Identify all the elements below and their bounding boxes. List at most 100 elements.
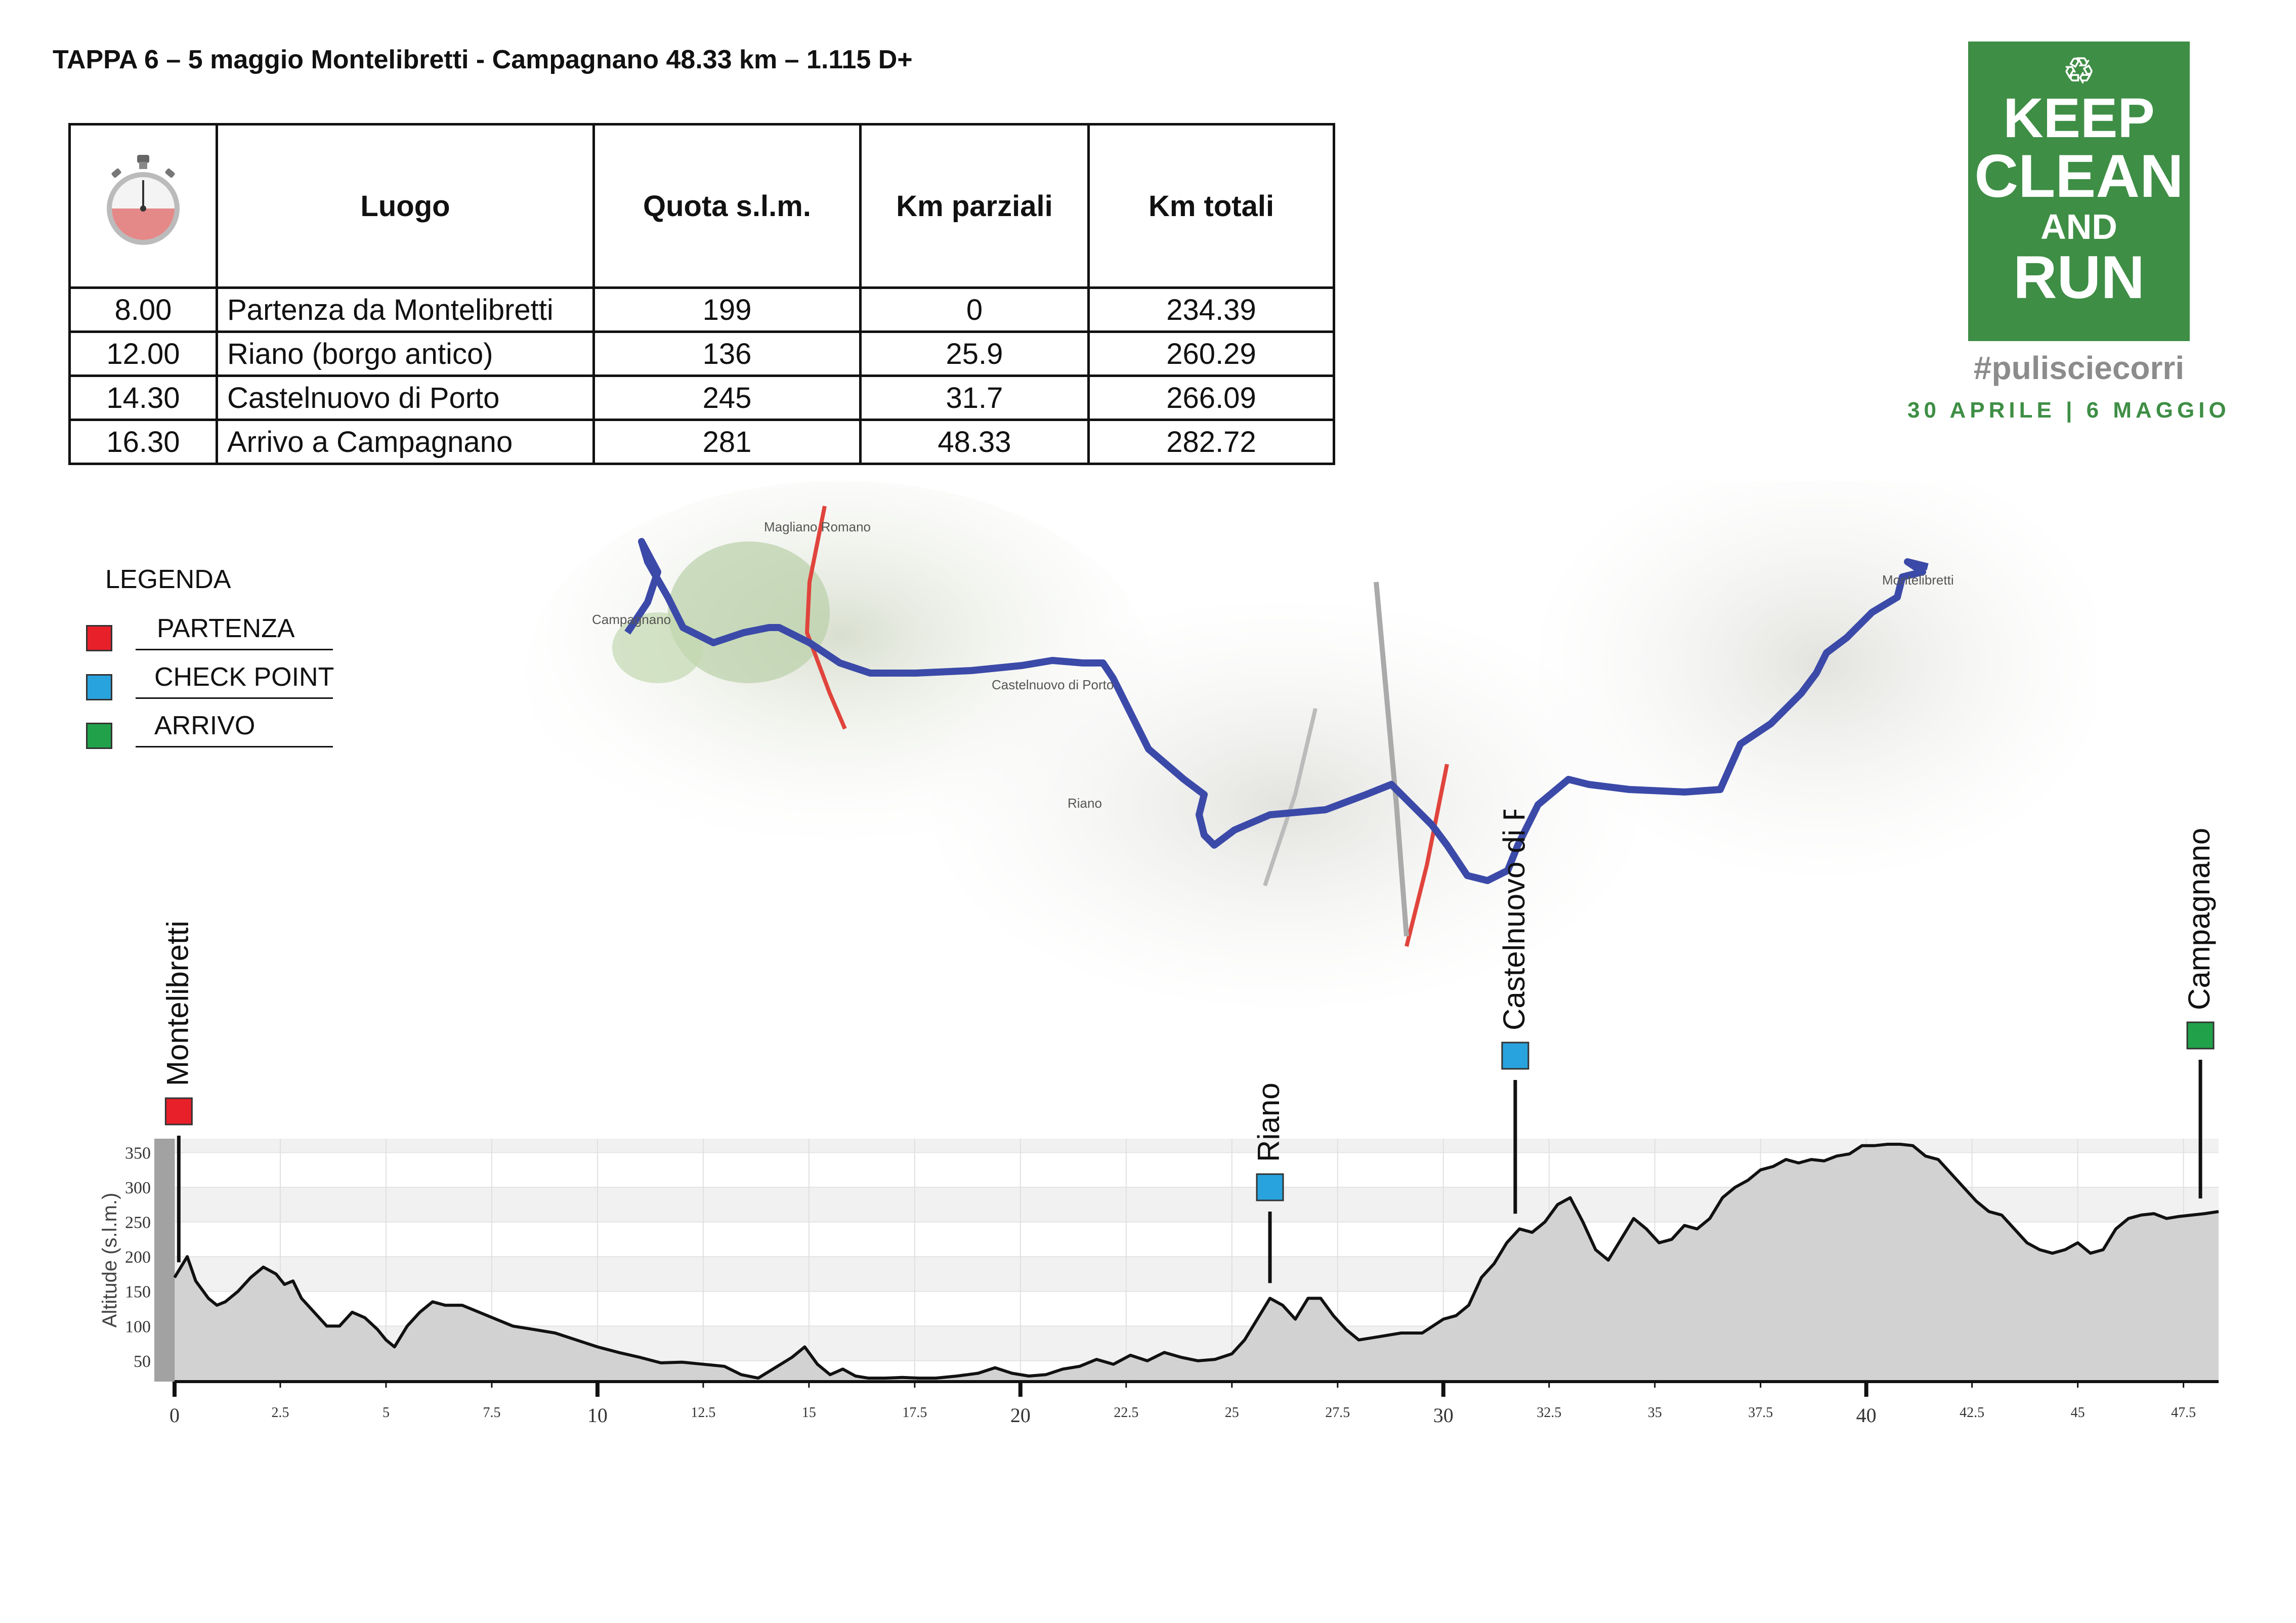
map-road-red [804,506,847,730]
row-quota: 281 [592,419,862,465]
marker-label: Castelnuovo di Porto [1497,810,1531,1030]
y-tick-label: 100 [125,1317,151,1336]
row-time: 14.30 [68,374,218,421]
x-tick-label: 0 [169,1404,180,1427]
legend-underline [136,746,333,747]
map-label-castelnuovo: Castelnuovo di Porto [992,677,1114,692]
x-tick-label: 32.5 [1537,1405,1561,1421]
legend-label-arrivo: ARRIVO [154,711,256,740]
row-time: 12.00 [68,330,218,377]
header-km-totali: Km totali [1087,123,1335,289]
x-axis-ticks: 0 2.5 5 7.5 10 12.5 15 17.5 20 22.5 25 27.5 30 32.5 35… [169,1382,2196,1427]
y-tick-label: 50 [134,1352,151,1371]
row-km-parziali: 48.33 [859,419,1090,465]
marker-label: Montelibretti [160,921,194,1086]
y-tick-label: 200 [125,1248,151,1267]
recycle-icon: ♲ [2063,51,2095,91]
x-tick-label: 5 [382,1405,390,1421]
marker-square [2186,1021,2215,1050]
map-label-magliano: Magliano Romano [764,519,871,534]
table-row: 12.00 Riano (borgo antico) 136 25.9 260.… [68,330,1335,377]
row-time: 16.30 [68,419,218,465]
badge-line-4: RUN [2013,243,2145,311]
x-tick-label: 25 [1225,1405,1239,1421]
row-km-totali: 266.09 [1087,374,1335,421]
legend-underline [136,649,333,650]
y-tick-label: 350 [125,1144,151,1162]
row-place: Riano (borgo antico) [216,330,595,377]
marker-square [164,1097,193,1126]
row-km-totali: 282.72 [1087,419,1335,465]
map-highway [1263,708,1317,887]
map-label-riano: Riano [1068,796,1102,811]
map-highway [1374,581,1409,937]
keep-clean-badge: ♲ KEEP CLEAN AND RUN [1968,41,2190,341]
y-tick-label: 150 [125,1283,151,1302]
row-place: Partenza da Montelibretti [216,286,595,333]
marker-label: Campagnano [2182,828,2216,1010]
y-axis-ticks: 50 100 150 200 250 300 350 [125,1144,151,1370]
x-tick-label: 22.5 [1114,1405,1138,1421]
hashtag: #pulisciecorri [1973,350,2185,386]
x-tick-label: 35 [1648,1405,1662,1421]
legend-label-partenza: PARTENZA [157,614,295,643]
marker-square [1501,1042,1529,1070]
x-tick-label: 47.5 [2171,1405,2196,1421]
schedule-table: Luogo Quota s.l.m. Km parziali Km totali… [68,123,1335,465]
x-tick-label: 12.5 [691,1405,715,1421]
x-tick-label: 45 [2071,1405,2085,1421]
table-row: 8.00 Partenza da Montelibretti 199 0 234… [68,286,1335,333]
row-place: Castelnuovo di Porto [216,374,595,421]
row-quota: 136 [592,330,862,377]
marker-label: Riano [1252,1083,1286,1162]
route-line [624,538,1929,884]
map-road-red [1405,764,1449,947]
x-tick-label: 20 [1010,1404,1031,1427]
row-km-totali: 260.29 [1087,330,1335,377]
route-map: Magliano Romano Campagnano Castelnuovo d… [526,481,2095,1007]
row-km-parziali: 25.9 [859,330,1090,377]
legend-title: LEGENDA [105,565,231,594]
elevation-line [173,1143,2219,1380]
x-tick-label: 42.5 [1960,1405,1984,1421]
marker-square [1256,1173,1284,1201]
badge-line-2: CLEAN [1974,142,2184,210]
header-luogo: Luogo [216,123,595,289]
y-axis-gradient [154,1139,175,1382]
table-row: 14.30 Castelnuovo di Porto 245 31.7 266.… [68,374,1335,421]
row-quota: 199 [592,286,862,333]
x-tick-label: 27.5 [1325,1405,1350,1421]
elevation-area [175,1144,2219,1382]
legend-swatch-partenza [86,625,112,651]
map-forest [668,542,830,683]
table-row: 16.30 Arrivo a Campagnano 281 48.33 282.… [68,419,1335,465]
map-label-montelibretti: Montelibretti [1882,572,1954,588]
row-km-parziali: 0 [859,286,1090,333]
badge-line-1: KEEP [2003,87,2155,149]
x-tick-label: 40 [1856,1404,1877,1427]
header-km-parziali: Km parziali [859,123,1090,289]
legend-swatch-arrivo [86,723,112,749]
x-tick-label: 15 [802,1405,816,1421]
legend-underline [136,697,333,699]
elevation-chart: 0 2.5 5 7.5 10 12.5 15 17.5 20 22.5 25 27.5 30 32.5 35… [99,810,2219,1427]
row-km-totali: 234.39 [1087,286,1335,333]
map-label-campagnano: Campagnano [592,612,671,627]
table-header-row: Luogo Quota s.l.m. Km parziali Km totali [68,123,1335,289]
x-tick-label: 37.5 [1748,1405,1773,1421]
stopwatch-icon [68,123,218,289]
route-markers: Montelibretti Riano Castelnuovo di Porto Ca… [160,810,2216,1283]
legend-swatch-checkpoint [86,674,112,700]
x-tick-label: 7.5 [483,1405,500,1421]
x-tick-label: 30 [1433,1404,1454,1427]
badge-line-3: AND [2040,207,2117,246]
x-tick-label: 2.5 [271,1405,289,1421]
map-terrain-center [931,602,1639,1007]
y-axis-label: Altitude (s.l.m.) [99,1193,121,1328]
row-quota: 245 [592,374,862,421]
row-km-parziali: 31.7 [859,374,1090,421]
header-quota: Quota s.l.m. [592,123,862,289]
event-dates: 30 APRILE | 6 MAGGIO [1907,398,2230,423]
row-place: Arrivo a Campagnano [216,419,595,465]
y-tick-label: 250 [125,1214,151,1232]
